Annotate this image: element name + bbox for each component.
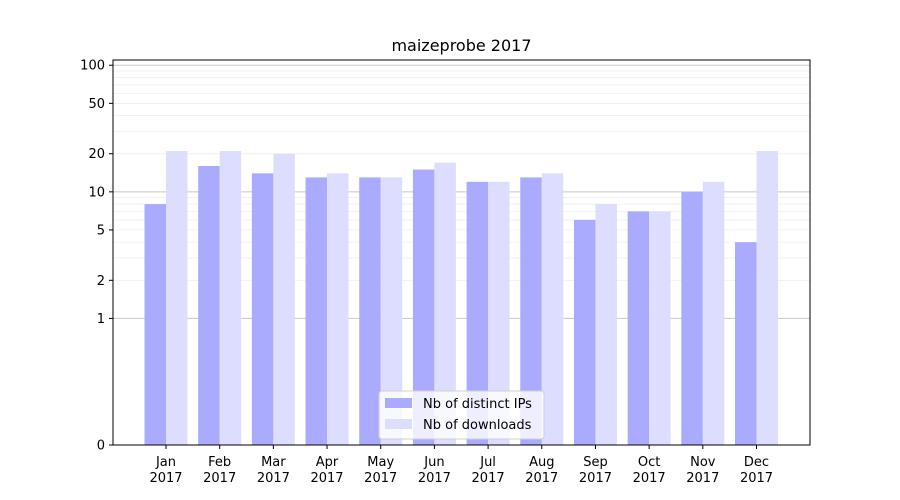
bar-distinct-ips-dec xyxy=(735,242,757,445)
chart-title: maizeprobe 2017 xyxy=(391,36,531,55)
x-tick-label-nov: Nov 2017 xyxy=(686,455,719,486)
bar-downloads-nov xyxy=(702,181,725,445)
bar-distinct-ips-oct xyxy=(627,211,650,445)
legend-swatch-distinct-ips xyxy=(385,398,412,408)
y-tick-label: 2 xyxy=(97,274,105,289)
bar-downloads-feb xyxy=(219,151,242,445)
bar-distinct-ips-jul xyxy=(466,181,489,445)
y-tick-label: 1 xyxy=(97,312,105,327)
x-tick-label-oct: Oct 2017 xyxy=(633,455,666,486)
x-tick-label-apr: Apr 2017 xyxy=(310,455,343,486)
bar-downloads-jul xyxy=(488,181,510,445)
y-tick-label: 0 xyxy=(97,439,105,454)
bar-distinct-ips-feb xyxy=(198,165,220,446)
bar-distinct-ips-sep xyxy=(573,219,596,445)
x-tick-label-feb: Feb 2017 xyxy=(203,455,236,486)
y-tick-label: 50 xyxy=(88,97,105,112)
bar-distinct-ips-may xyxy=(359,177,381,446)
legend-box xyxy=(378,390,545,440)
bar-downloads-may xyxy=(380,177,403,446)
bar-distinct-ips-mar xyxy=(251,173,274,445)
y-tick-label: 5 xyxy=(97,223,105,238)
plot-frame xyxy=(112,59,811,446)
bar-distinct-ips-apr xyxy=(305,177,328,446)
legend-label-distinct-ips: Nb of distinct IPs xyxy=(423,397,532,412)
legend: Nb of distinct IPs Nb of downloads xyxy=(378,390,545,440)
bar-downloads-aug xyxy=(541,173,564,445)
legend-swatch-downloads xyxy=(385,419,412,429)
x-tick-label-mar: Mar 2017 xyxy=(257,455,290,486)
y-tick-label: 20 xyxy=(88,147,105,162)
x-tick-label-jul: Jul 2017 xyxy=(472,455,505,486)
x-tick-label-may: May 2017 xyxy=(364,455,397,486)
bar-downloads-jan xyxy=(166,151,188,445)
y-axis: 0 1 2 5 10 20 50 100 xyxy=(80,59,113,454)
bar-distinct-ips-jan xyxy=(144,204,166,445)
bar-distinct-ips-aug xyxy=(520,177,542,446)
bar-distinct-ips-nov xyxy=(681,191,703,445)
bar-distinct-ips-jun xyxy=(412,169,435,445)
bar-downloads-apr xyxy=(327,173,349,445)
y-tick-label: 10 xyxy=(88,185,105,200)
x-tick-label-sep: Sep 2017 xyxy=(579,455,612,486)
y-tick-label: 100 xyxy=(80,59,105,74)
bars xyxy=(144,151,778,446)
x-tick-label-aug: Aug 2017 xyxy=(525,455,558,486)
bar-downloads-mar xyxy=(273,153,295,446)
bar-downloads-jun xyxy=(434,162,456,445)
legend-label-downloads: Nb of downloads xyxy=(423,418,532,433)
x-axis: Jan 2017 Feb 2017 Mar 2017 Apr 2017 May 2017 Jun 20… xyxy=(149,445,773,486)
bar-downloads-dec xyxy=(756,151,778,445)
x-tick-label-jan: Jan 2017 xyxy=(149,455,182,486)
bar-downloads-sep xyxy=(595,204,617,445)
x-tick-label-jun: Jun 2017 xyxy=(418,455,451,486)
bar-downloads-oct xyxy=(649,211,671,445)
x-tick-label-dec: Dec 2017 xyxy=(740,455,773,486)
